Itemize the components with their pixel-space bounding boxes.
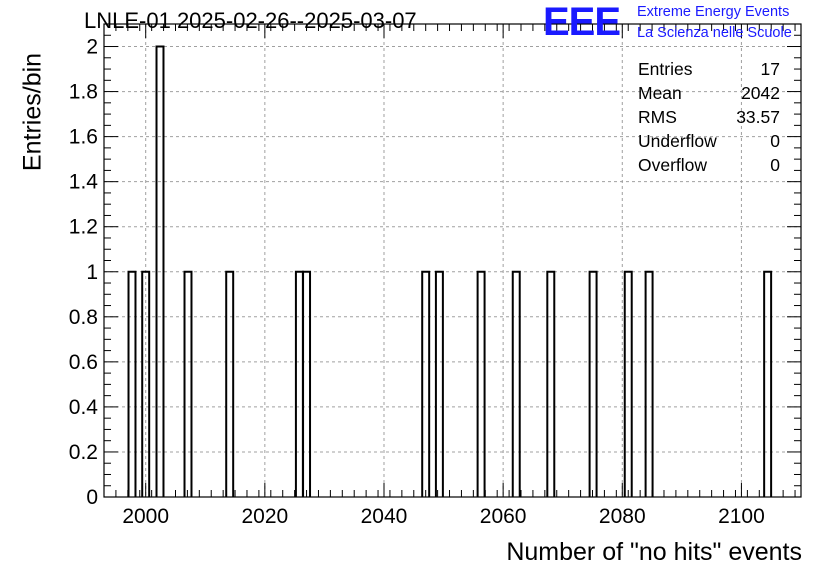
histogram-bin [294,270,304,497]
histogram-bin [476,270,486,497]
y-tick-label: 1 [86,261,98,284]
x-axis-label: Number of "no hits" events [506,538,802,566]
stat-label: RMS [638,107,677,127]
histogram-bin [141,270,151,497]
axes: 2000 2020 2040 2060 2080 2100 0 0.2 0.4 0.6 0.8 1 1.… [69,23,802,528]
stat-label: Underflow [638,131,717,151]
histogram-bin [302,270,312,497]
stat-value: 2042 [741,83,780,103]
histogram-bin [183,270,193,497]
y-tick-label: 0.6 [69,351,98,374]
histogram-bin [644,270,654,497]
y-tick-label: 1.8 [69,81,98,104]
logo-line-2: La Scienza nelle Scuole [637,25,792,41]
chart-title: LNLE-01 2025-02-26--2025-03-07 [84,8,417,33]
y-tick-label: 0.8 [69,306,98,329]
grid-lines [104,24,801,497]
x-tick-label: 2060 [480,505,527,528]
y-tick-label: 1.2 [69,216,98,239]
histogram-bin [225,270,235,497]
x-tick-label: 2100 [718,505,765,528]
x-tick-label: 2000 [122,505,169,528]
stat-value: 0 [770,131,780,151]
stat-row-entries: Entries 17 [638,57,780,81]
stat-row-underflow: Underflow 0 [638,129,780,153]
stat-value: 0 [770,155,780,175]
histogram-bin [546,270,556,497]
histogram-bin [511,270,521,497]
y-tick-label: 2 [86,36,98,59]
stat-row-mean: Mean 2042 [638,81,780,105]
y-tick-label: 1.4 [69,171,99,194]
y-tick-label: 0.4 [69,396,99,419]
stat-value: 33.57 [736,107,780,127]
histogram-bars [127,45,773,497]
histogram-bin [155,45,165,497]
stats-box: Entries 17 Mean 2042 RMS 33.57 Underflow… [638,57,780,177]
logo-line-1: Extreme Energy Events [637,4,790,20]
logo-mark: EEE [543,0,621,44]
y-tick-label: 0.2 [69,441,98,464]
stat-value: 17 [760,59,780,79]
stat-row-overflow: Overflow 0 [638,153,780,177]
stat-label: Entries [638,59,693,79]
histogram-bin [421,270,431,497]
histogram-bin [623,270,633,497]
stat-row-rms: RMS 33.57 [638,105,780,129]
histogram-bin [127,270,137,497]
y-axis-label: Entries/bin [18,52,47,172]
x-tick-label: 2020 [241,505,288,528]
y-tick-label: 1.6 [69,126,98,149]
stat-label: Mean [638,83,682,103]
histogram-bin [588,270,598,497]
histogram-bin [763,270,773,497]
x-tick-label: 2040 [361,505,408,528]
stat-label: Overflow [638,155,708,175]
x-tick-label: 2080 [599,505,646,528]
histogram-bin [434,270,444,497]
y-tick-label: 0 [86,486,98,509]
